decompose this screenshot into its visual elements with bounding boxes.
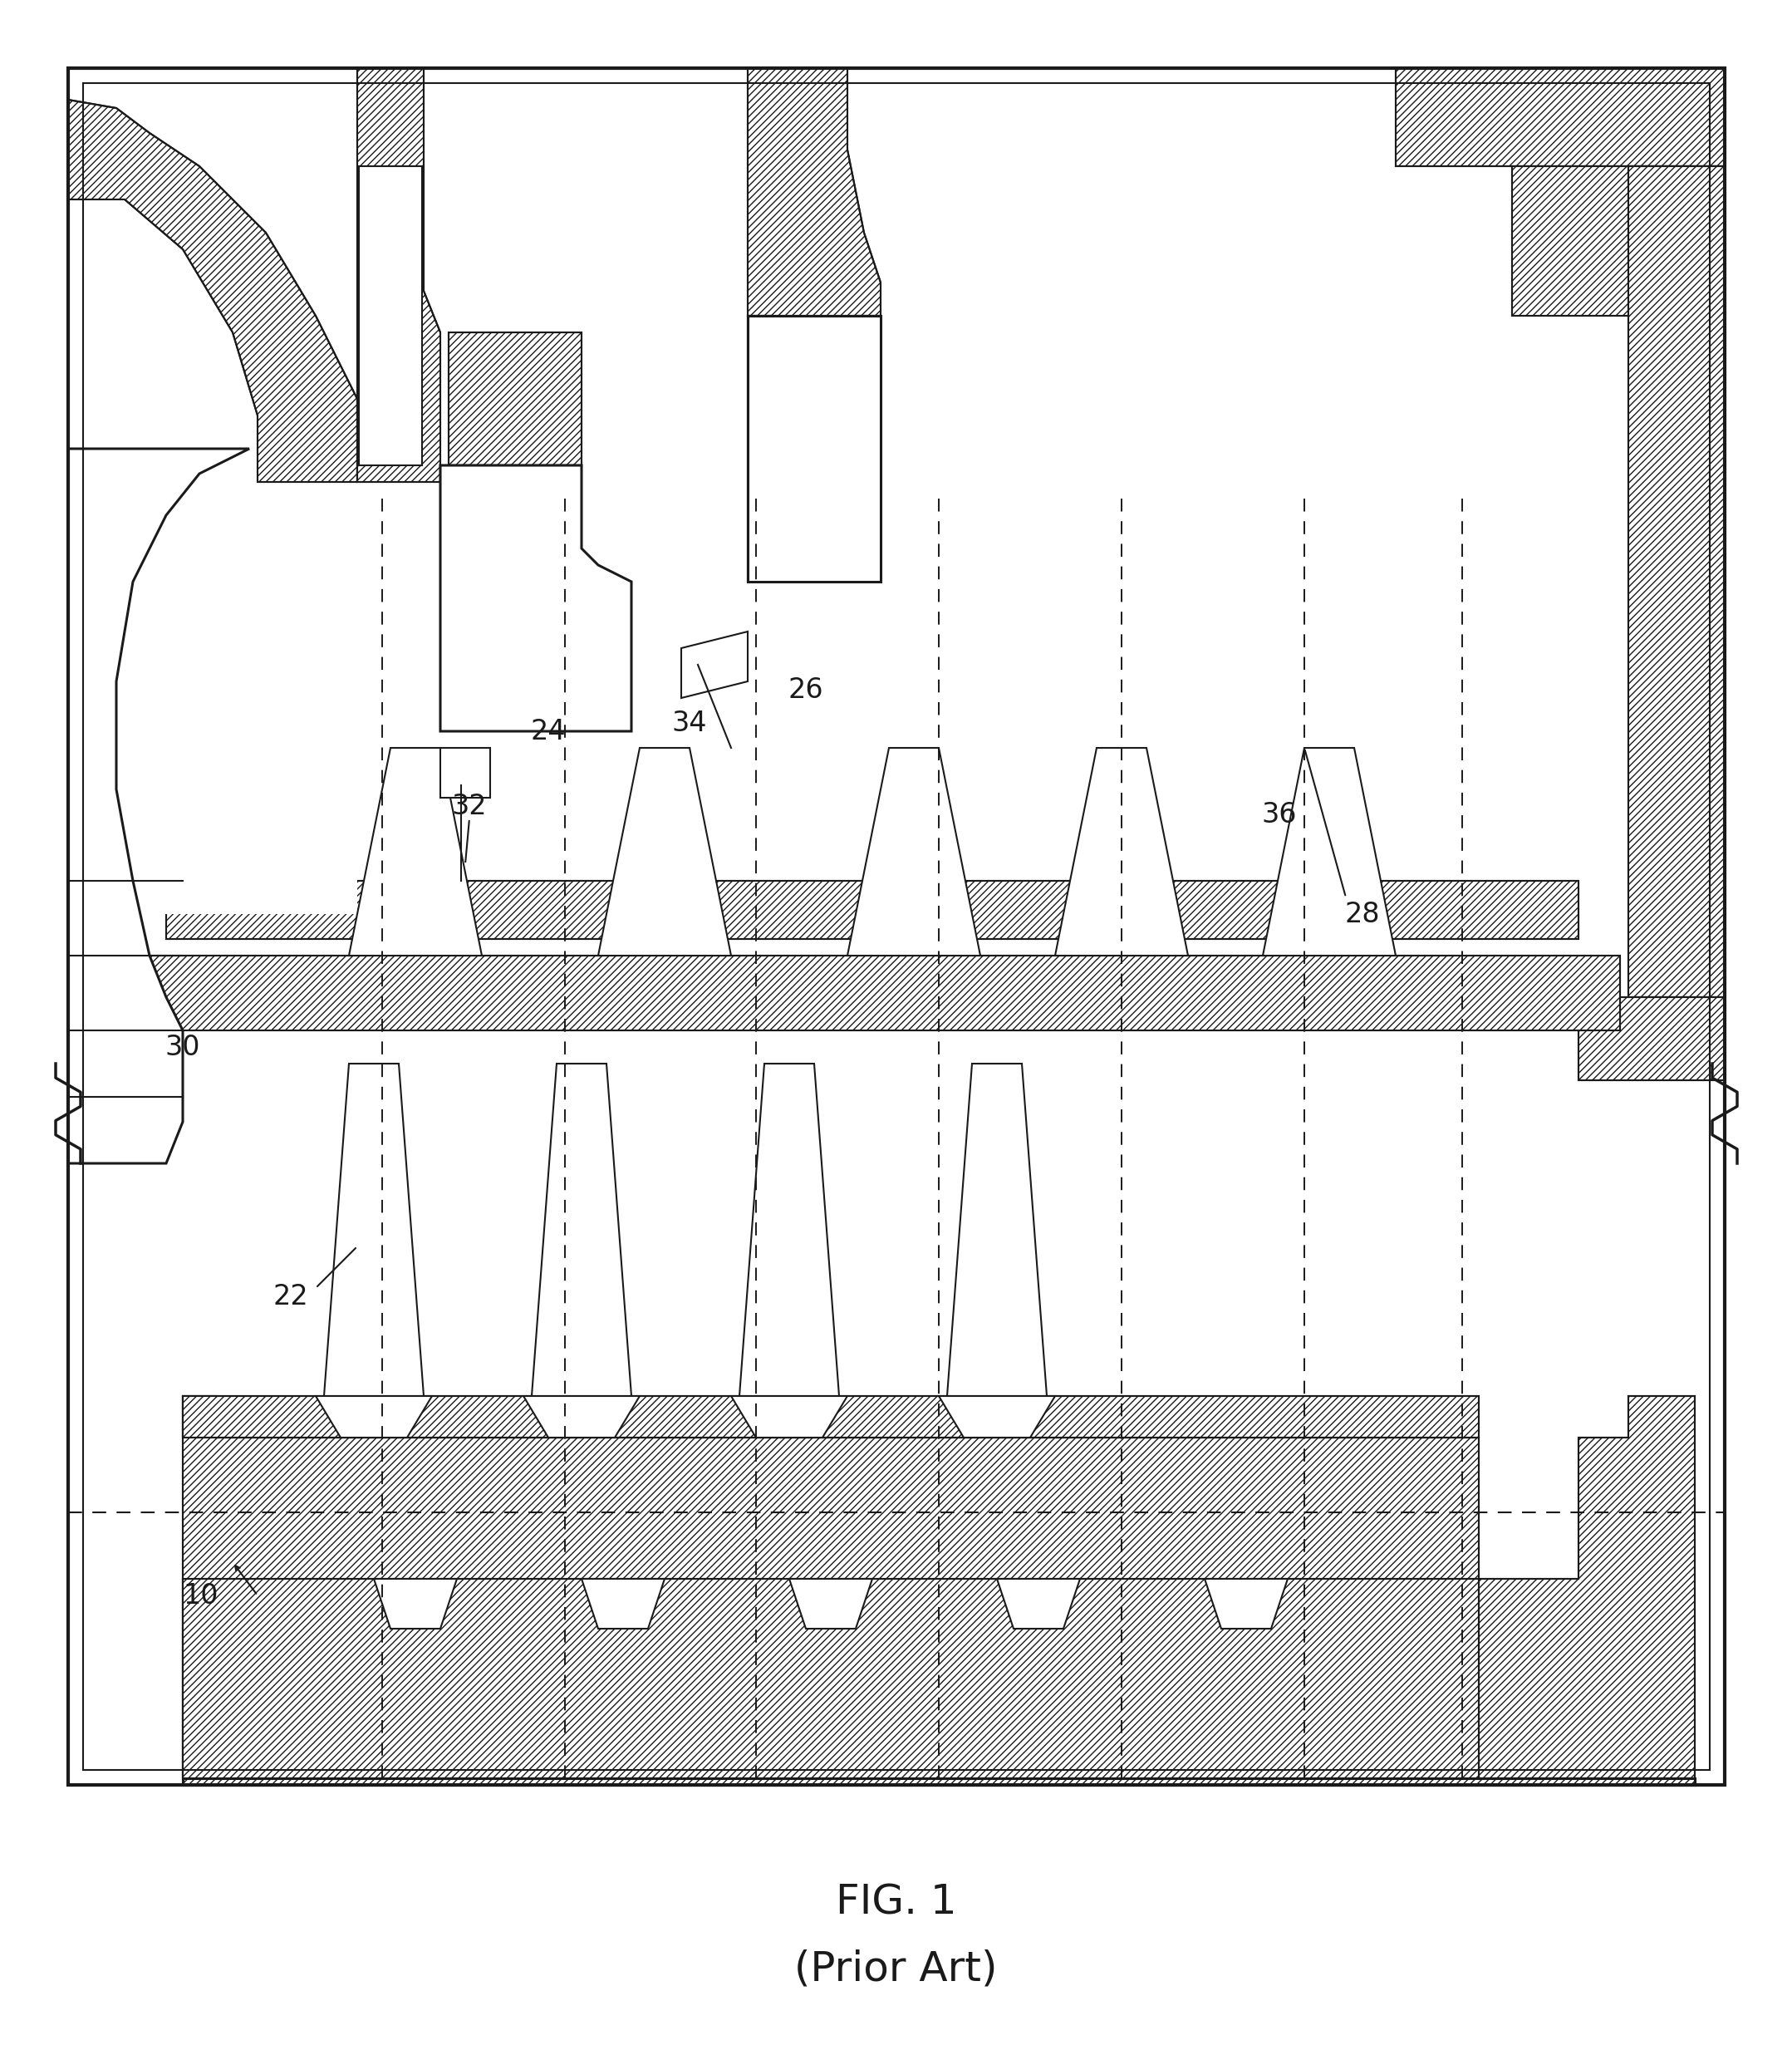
Text: (Prior Art): (Prior Art) bbox=[794, 1949, 998, 1990]
Polygon shape bbox=[441, 748, 491, 798]
Polygon shape bbox=[1263, 748, 1396, 955]
Polygon shape bbox=[747, 315, 880, 581]
Polygon shape bbox=[375, 1579, 457, 1628]
Polygon shape bbox=[1629, 166, 1724, 998]
Polygon shape bbox=[324, 1063, 423, 1397]
Text: 10: 10 bbox=[183, 1581, 219, 1609]
Polygon shape bbox=[183, 1397, 1695, 1779]
Polygon shape bbox=[857, 315, 880, 581]
Text: 24: 24 bbox=[530, 718, 566, 744]
Polygon shape bbox=[599, 748, 731, 955]
Text: 30: 30 bbox=[165, 1033, 201, 1061]
Polygon shape bbox=[68, 448, 249, 1164]
Polygon shape bbox=[681, 632, 747, 697]
Polygon shape bbox=[1579, 998, 1724, 1080]
Polygon shape bbox=[167, 881, 1579, 939]
Polygon shape bbox=[948, 1063, 1047, 1397]
Polygon shape bbox=[358, 166, 423, 466]
Polygon shape bbox=[1055, 748, 1188, 955]
Polygon shape bbox=[582, 1579, 665, 1628]
Text: 22: 22 bbox=[272, 1282, 308, 1311]
Bar bbox=[68, 67, 1724, 1785]
Polygon shape bbox=[68, 67, 357, 914]
Polygon shape bbox=[939, 1397, 1055, 1438]
Bar bbox=[68, 67, 1724, 1785]
Polygon shape bbox=[747, 67, 880, 315]
Polygon shape bbox=[788, 1579, 873, 1628]
Polygon shape bbox=[731, 1397, 848, 1438]
Polygon shape bbox=[532, 1063, 631, 1397]
Bar bbox=[183, 1779, 1695, 1785]
Text: 26: 26 bbox=[788, 677, 824, 703]
Text: 32: 32 bbox=[452, 791, 487, 820]
Text: FIG. 1: FIG. 1 bbox=[835, 1883, 957, 1922]
Polygon shape bbox=[523, 1397, 640, 1438]
Polygon shape bbox=[1204, 1579, 1288, 1628]
Polygon shape bbox=[747, 315, 772, 581]
Polygon shape bbox=[441, 466, 631, 732]
Polygon shape bbox=[1396, 67, 1724, 166]
Bar bbox=[183, 1779, 1695, 1785]
Polygon shape bbox=[68, 67, 357, 483]
Polygon shape bbox=[315, 1397, 432, 1438]
Polygon shape bbox=[349, 748, 482, 955]
Polygon shape bbox=[183, 1579, 1478, 1779]
Polygon shape bbox=[848, 748, 980, 955]
Polygon shape bbox=[1512, 166, 1724, 315]
Text: 36: 36 bbox=[1262, 802, 1297, 828]
Text: 34: 34 bbox=[672, 710, 708, 736]
Polygon shape bbox=[448, 333, 582, 466]
Polygon shape bbox=[740, 1063, 839, 1397]
Polygon shape bbox=[357, 67, 441, 483]
Text: 28: 28 bbox=[1344, 900, 1380, 928]
Polygon shape bbox=[183, 1397, 1478, 1438]
Polygon shape bbox=[996, 1579, 1081, 1628]
Polygon shape bbox=[68, 955, 1620, 1031]
